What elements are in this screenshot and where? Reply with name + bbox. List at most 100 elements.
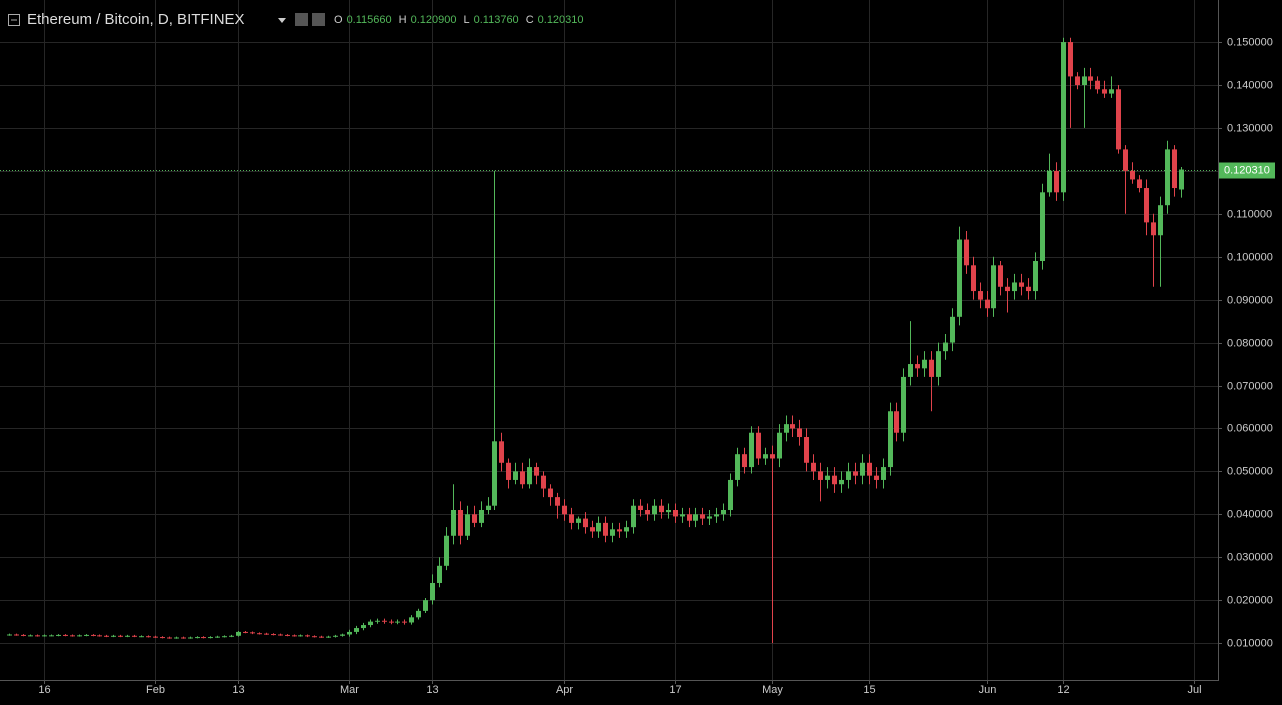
candle-body [700,514,705,519]
candle-body [1026,286,1031,292]
candle-body [735,454,740,480]
candle-body [208,637,213,639]
candle-body [707,516,712,519]
candle-body [7,634,12,636]
candle-body [28,635,33,637]
candle-body [1102,89,1107,94]
candle-body [49,635,54,637]
candle-body [901,376,906,433]
candle-body [312,636,317,638]
candle-body [846,471,851,480]
candle-body [811,462,816,472]
candle-body [160,637,165,639]
candle-body [770,454,775,459]
visibility-button[interactable] [295,13,308,26]
ohlc-value: 0.120310 [538,14,584,26]
last-price-tag [1219,162,1275,179]
candle-body [1095,80,1100,90]
ohlc-label: L [463,14,469,26]
x-tick-label: Mar [340,684,359,696]
settings-button[interactable] [312,13,325,26]
candle-body [1165,149,1170,206]
candle-body [402,621,407,623]
candle-body [638,505,643,510]
candle-body [167,637,172,639]
candle-body [382,620,387,622]
candle-body [950,316,955,343]
candle-body [326,636,331,638]
candle-body [645,510,650,515]
candle-body [347,631,352,635]
candle-body [763,454,768,459]
candle-body [964,239,969,266]
candle-body [991,265,996,309]
candle-body [721,510,726,515]
y-tick-label: 0.020000 [1227,594,1273,606]
candle-body [596,522,601,532]
candle-body [14,634,19,636]
y-tick-label: 0.090000 [1227,294,1273,306]
candle-body [111,635,116,637]
candle-body [590,527,595,532]
candle-body [1088,76,1093,81]
candle-body [985,299,990,309]
candle-body [784,424,789,433]
candle-body [451,510,456,536]
candle-body [908,364,913,377]
candle-body [423,600,428,611]
candle-body [853,471,858,476]
ohlc-value: 0.120900 [411,14,457,26]
y-tick-label: 0.010000 [1227,637,1273,649]
candle-body [70,635,75,637]
candle-body [1047,170,1052,193]
candle-body [1137,179,1142,189]
ohlc-label: C [526,14,534,26]
candle-body [998,265,1003,287]
candle-body [56,634,61,636]
candle-body [409,617,414,623]
ohlc-value: 0.113760 [474,14,519,26]
candle-body [617,529,622,532]
x-tick-label: 13 [426,684,438,696]
candle-body [687,514,692,521]
candle-body [659,505,664,513]
candle-body [624,527,629,532]
collapse-button[interactable] [8,14,20,26]
candle-body [472,514,477,523]
candle-body [520,471,525,485]
candle-body [486,505,491,510]
candle-body [922,359,927,369]
candle-body [652,505,657,515]
candle-body [860,462,865,476]
candle-body [867,462,872,476]
candle-body [576,518,581,523]
header: Ethereum / Bitcoin, D, BITFINEX O 0.11566… [8,11,584,28]
candle-body [534,467,539,476]
candle-body [881,467,886,480]
candle-body [666,510,671,513]
y-tick-label: 0.070000 [1227,380,1273,392]
y-tick-label: 0.040000 [1227,508,1273,520]
candle-body [354,628,359,632]
candle-body [153,636,158,638]
candle-body [305,635,310,637]
candle-body [236,631,241,636]
candle-body [492,441,497,506]
time-axis [0,681,1282,705]
candle-body [91,634,96,636]
candle-body [340,634,345,636]
candle-body [943,342,948,352]
candle-body [804,437,809,463]
candle-body [888,411,893,468]
candle-body [35,635,40,637]
candle-body [77,635,82,637]
candle-body [749,432,754,468]
axes: 0.010000 0.020000 0.030000 0.040000 0.050000… [38,36,1275,696]
candle-body [1040,192,1045,262]
symbol-dropdown[interactable] [278,18,286,23]
candle-body [84,634,89,636]
candle-body [97,635,102,637]
y-tick-label: 0.060000 [1227,422,1273,434]
candle-body [271,634,276,636]
